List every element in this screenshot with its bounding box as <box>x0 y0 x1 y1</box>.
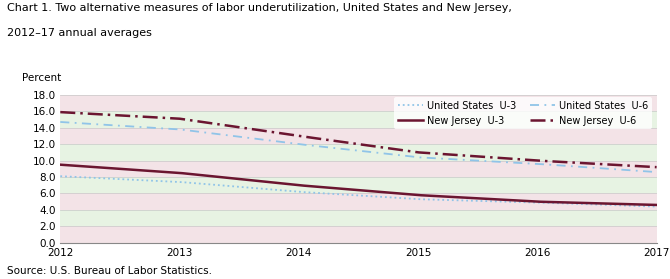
Bar <box>60 210 657 226</box>
United States  U-3 <box>56 175 64 178</box>
New Jersey  U-3 <box>639 203 647 206</box>
New Jersey  U-3 <box>653 203 661 207</box>
New Jersey  U-6 <box>639 165 647 168</box>
Bar <box>60 226 657 243</box>
Bar <box>60 111 657 128</box>
New Jersey  U-3 <box>411 193 419 196</box>
Text: Source: U.S. Bureau of Labor Statistics.: Source: U.S. Bureau of Labor Statistics. <box>7 266 212 276</box>
United States  U-6 <box>545 163 553 166</box>
United States  U-6 <box>411 155 419 159</box>
United States  U-3 <box>545 201 553 205</box>
United States  U-6 <box>639 169 647 173</box>
Legend: United States  U-3, New Jersey  U-3, United States  U-6, New Jersey  U-6: United States U-3, New Jersey U-3, Unite… <box>395 97 652 129</box>
Line: New Jersey  U-6: New Jersey U-6 <box>60 112 657 167</box>
New Jersey  U-6 <box>379 146 387 149</box>
United States  U-6 <box>343 148 351 151</box>
United States  U-6 <box>653 170 661 174</box>
Line: New Jersey  U-3: New Jersey U-3 <box>60 165 657 205</box>
United States  U-3 <box>653 205 661 208</box>
Bar <box>60 128 657 144</box>
New Jersey  U-3 <box>545 200 553 204</box>
Text: Chart 1. Two alternative measures of labor underutilization, United States and N: Chart 1. Two alternative measures of lab… <box>7 3 512 13</box>
New Jersey  U-6 <box>411 150 419 154</box>
New Jersey  U-3 <box>379 191 387 194</box>
United States  U-3 <box>343 193 351 196</box>
United States  U-6 <box>340 147 348 151</box>
Line: United States  U-3: United States U-3 <box>60 176 657 206</box>
New Jersey  U-6 <box>545 160 553 163</box>
Bar <box>60 161 657 177</box>
New Jersey  U-6 <box>56 110 64 114</box>
New Jersey  U-6 <box>343 141 351 144</box>
United States  U-3 <box>639 205 647 208</box>
Bar <box>60 193 657 210</box>
United States  U-6 <box>56 120 64 124</box>
United States  U-6 <box>379 152 387 155</box>
New Jersey  U-6 <box>340 140 348 144</box>
Text: 2012–17 annual averages: 2012–17 annual averages <box>7 28 151 38</box>
New Jersey  U-3 <box>56 163 64 166</box>
Bar <box>60 95 657 111</box>
New Jersey  U-3 <box>340 187 348 191</box>
United States  U-3 <box>411 197 419 201</box>
New Jersey  U-6 <box>653 165 661 169</box>
Line: United States  U-6: United States U-6 <box>60 122 657 172</box>
United States  U-3 <box>379 195 387 199</box>
New Jersey  U-3 <box>343 187 351 191</box>
Bar <box>60 177 657 193</box>
Text: Percent: Percent <box>21 73 61 83</box>
United States  U-3 <box>340 193 348 196</box>
Bar <box>60 144 657 161</box>
